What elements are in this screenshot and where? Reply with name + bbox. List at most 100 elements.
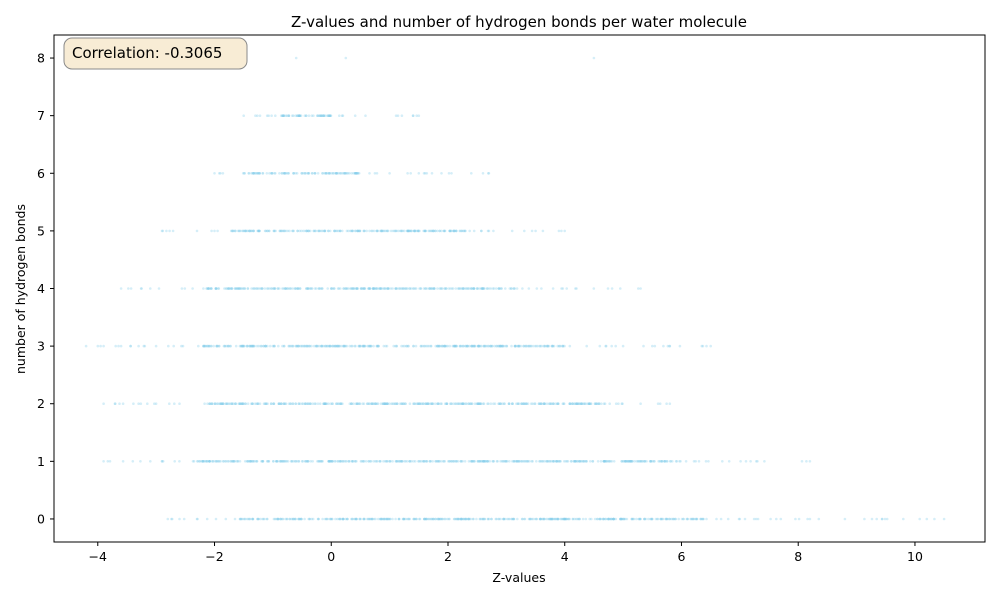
data-point [608, 402, 611, 406]
data-point [214, 517, 218, 521]
data-point [321, 287, 324, 290]
data-point [365, 229, 369, 233]
data-point [460, 517, 463, 521]
data-point [329, 402, 333, 406]
data-point [327, 402, 330, 406]
data-point [263, 517, 266, 521]
data-point [619, 517, 622, 521]
data-point [660, 460, 664, 463]
data-point [478, 402, 482, 406]
data-point [546, 460, 549, 463]
data-point [440, 287, 443, 290]
data-point [543, 344, 546, 348]
data-point [442, 229, 446, 233]
data-point [476, 402, 479, 406]
data-point [102, 402, 105, 406]
data-point [420, 460, 423, 463]
data-point [243, 517, 246, 521]
data-point [394, 344, 397, 348]
data-point [327, 172, 331, 175]
data-point [509, 287, 513, 290]
data-point [481, 287, 485, 290]
data-point [339, 460, 342, 463]
data-point [364, 460, 368, 463]
data-point [368, 287, 372, 290]
data-point [238, 229, 241, 233]
data-point [628, 460, 632, 463]
data-point [453, 229, 456, 233]
data-point [513, 344, 517, 348]
data-point [529, 517, 532, 521]
data-point [417, 114, 421, 117]
data-point [482, 287, 486, 290]
data-point [339, 344, 343, 348]
data-point [445, 402, 449, 406]
data-point [336, 517, 339, 521]
data-point [337, 344, 341, 348]
data-point [251, 344, 254, 348]
data-point [305, 229, 309, 233]
data-point [665, 517, 669, 521]
data-point [238, 460, 242, 463]
data-point [266, 402, 269, 406]
data-point [328, 114, 331, 117]
data-point [314, 229, 318, 233]
data-point [281, 517, 285, 521]
data-point [381, 402, 385, 406]
data-point [242, 402, 246, 406]
data-point [342, 517, 345, 521]
data-point [479, 402, 483, 406]
data-point [311, 402, 315, 406]
data-point [356, 402, 359, 406]
data-point [344, 287, 348, 290]
data-point [539, 402, 542, 406]
data-point [608, 460, 611, 463]
data-point [317, 229, 321, 233]
data-point [412, 402, 415, 406]
data-point [226, 460, 230, 463]
data-point [593, 402, 597, 406]
data-point [692, 517, 695, 521]
data-point [208, 460, 212, 463]
data-point [210, 344, 213, 348]
data-point [602, 517, 605, 521]
data-point [459, 287, 462, 290]
data-point [280, 460, 283, 463]
data-point [472, 344, 476, 348]
data-point [251, 172, 255, 175]
data-point [339, 460, 343, 463]
data-point [533, 344, 537, 348]
data-point [360, 287, 363, 290]
data-point [160, 460, 164, 463]
data-point [324, 172, 327, 175]
data-point [203, 344, 206, 348]
data-point [380, 229, 384, 233]
data-point [481, 287, 485, 290]
data-point [210, 287, 213, 290]
data-point [324, 114, 328, 117]
data-point [420, 402, 424, 406]
data-point [538, 460, 542, 463]
data-point [283, 172, 286, 175]
data-point [238, 517, 242, 521]
data-point [131, 460, 135, 463]
data-point [410, 229, 413, 233]
data-point [433, 402, 437, 406]
data-point [281, 517, 284, 521]
data-point [519, 460, 523, 463]
data-point [752, 517, 756, 521]
data-point [800, 460, 804, 463]
data-point [284, 287, 287, 290]
data-point [296, 229, 299, 233]
data-point [366, 402, 369, 406]
data-point [234, 402, 238, 406]
data-point [621, 517, 624, 521]
data-point [279, 517, 283, 521]
data-point [599, 460, 603, 463]
data-point [433, 287, 436, 290]
data-point [343, 344, 346, 348]
data-point [668, 402, 672, 406]
data-point [336, 344, 339, 348]
data-point [466, 287, 470, 290]
